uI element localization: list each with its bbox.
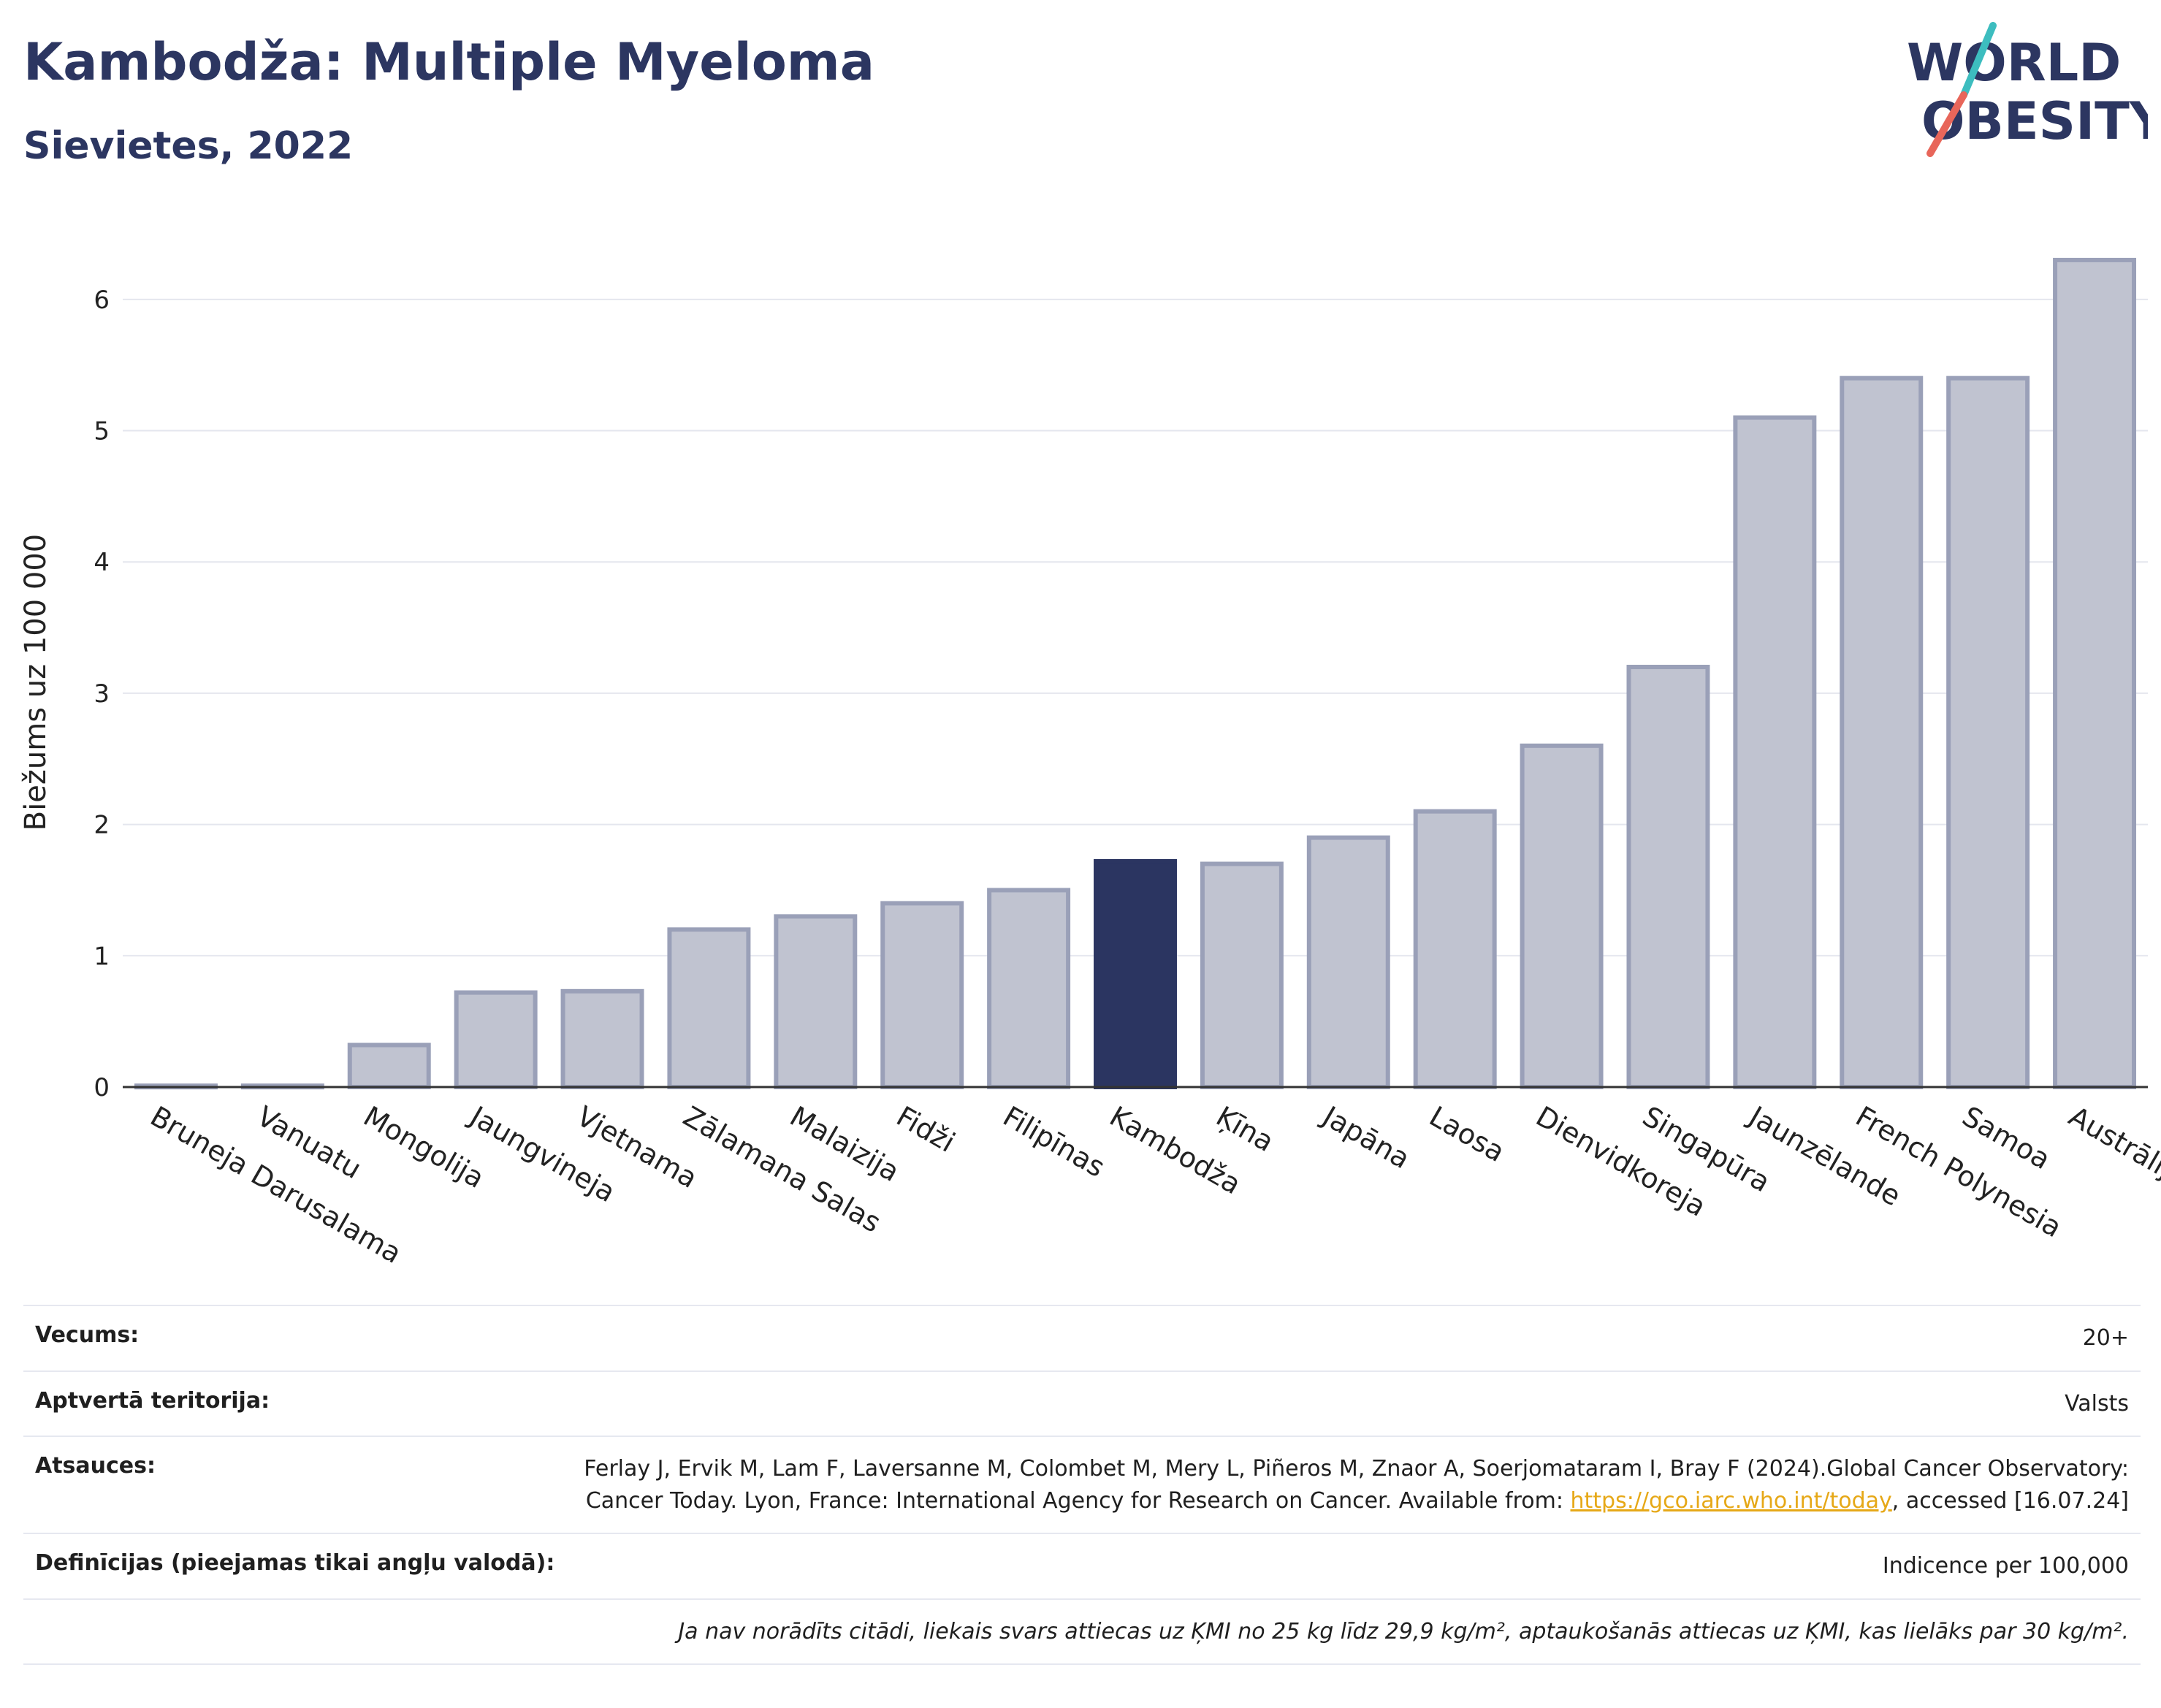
bar-Filipīnas xyxy=(987,888,1071,1089)
y-axis-label: Biežums uz 100 000 xyxy=(19,534,53,831)
page-title: Kambodža: Multiple Myeloma xyxy=(23,32,874,92)
references-accessed: , accessed [16.07.24] xyxy=(1891,1487,2129,1514)
bar-Mongolija xyxy=(347,1042,431,1089)
bar-Dienvidkoreja xyxy=(1520,743,1604,1089)
category-label: Filipīnas xyxy=(998,1100,1110,1183)
bar-Vjetnama xyxy=(560,988,644,1089)
info-row-definitions: Definīcijas (pieejamas tikai angļu valod… xyxy=(23,1533,2141,1599)
category-label: Japāna xyxy=(1316,1099,1416,1175)
bar-French Polynesia xyxy=(1840,375,1924,1089)
page-subtitle: Sievietes, 2022 xyxy=(23,124,354,168)
y-tick-label: 1 xyxy=(94,942,110,971)
age-value: 20+ xyxy=(566,1305,2141,1371)
logo-line1: WORLD xyxy=(1907,33,2121,93)
references-value: Ferlay J, Ervik M, Lam F, Laversanne M, … xyxy=(566,1436,2141,1533)
category-label: Laosa xyxy=(1424,1100,1510,1169)
category-label: Fidži xyxy=(891,1100,961,1159)
age-label: Vecums: xyxy=(23,1305,567,1371)
info-row-age: Vecums: 20+ xyxy=(23,1305,2141,1371)
bar-Jaunzēlande xyxy=(1733,415,1817,1089)
bar-chart: 0 1 2 3 4 5 6 Bruneja DarusalamaVanuatuMongoli… xyxy=(19,257,2161,1270)
info-row-territory: Aptvertā teritorija: Valsts xyxy=(23,1370,2141,1436)
y-tick-label: 4 xyxy=(94,548,110,577)
bar-Japāna xyxy=(1306,835,1390,1089)
y-tick-label: 3 xyxy=(94,679,110,709)
definitions-label: Definīcijas (pieejamas tikai angļu valod… xyxy=(23,1533,567,1599)
y-tick-label: 0 xyxy=(94,1073,110,1102)
references-label: Atsauces: xyxy=(23,1436,567,1533)
bar-Samoa xyxy=(1946,375,2030,1089)
references-text: Ferlay J, Ervik M, Lam F, Laversanne M, … xyxy=(584,1456,2129,1514)
references-link[interactable]: https://gco.iarc.who.int/today xyxy=(1570,1487,1892,1514)
y-tick-label: 2 xyxy=(94,811,110,840)
bar-Jaungvineja xyxy=(454,990,538,1090)
bar-Ķīna xyxy=(1200,861,1284,1089)
y-tick-label: 5 xyxy=(94,417,110,446)
bar-Austrālija xyxy=(2053,257,2137,1089)
category-label: Zālamana Salas xyxy=(678,1100,886,1239)
category-label: Mongolija xyxy=(358,1100,489,1194)
info-table: Vecums: 20+ Aptvertā teritorija: Valsts … xyxy=(23,1305,2141,1665)
territory-value: Valsts xyxy=(566,1370,2141,1436)
category-label: Austrālija xyxy=(2064,1100,2161,1193)
territory-label: Aptvertā teritorija: xyxy=(23,1370,567,1436)
info-row-note: Ja nav norādīts citādi, liekais svars at… xyxy=(23,1598,2141,1665)
bar-Laosa xyxy=(1413,809,1497,1089)
bar-Fidži xyxy=(880,901,964,1090)
y-tick-label: 6 xyxy=(94,286,110,315)
bar-Singapūra xyxy=(1626,664,1710,1089)
definition-note: Ja nav norādīts citādi, liekais svars at… xyxy=(566,1598,2141,1665)
bar-Kambodža xyxy=(1094,858,1177,1089)
world-obesity-logo: WORLD OBESITY xyxy=(1907,22,2148,157)
bar-Malaizija xyxy=(774,914,858,1090)
definitions-value: Indicence per 100,000 xyxy=(566,1533,2141,1599)
y-tick-labels: 0 1 2 3 4 5 6 xyxy=(94,286,110,1102)
category-labels: Bruneja DarusalamaVanuatuMongolijaJaungv… xyxy=(145,1099,2161,1270)
info-row-references: Atsauces: Ferlay J, Ervik M, Lam F, Lave… xyxy=(23,1436,2141,1533)
bar-Zālamana Salas xyxy=(667,927,751,1090)
category-label: Ķīna xyxy=(1211,1100,1279,1159)
bars xyxy=(134,257,2137,1090)
